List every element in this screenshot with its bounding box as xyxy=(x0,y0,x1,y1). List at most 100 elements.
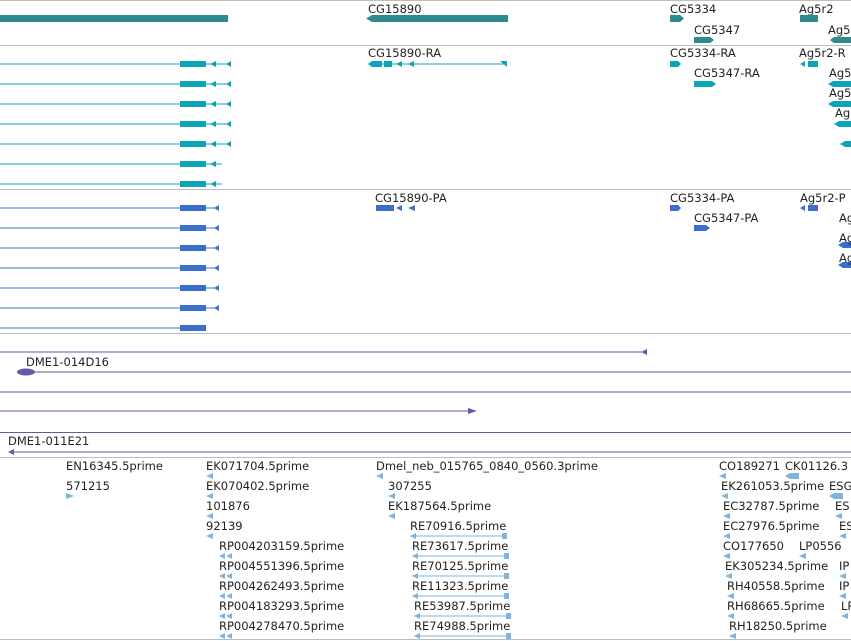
protein-feature[interactable] xyxy=(180,285,206,291)
est-feature[interactable] xyxy=(226,613,232,619)
gene-feature[interactable] xyxy=(366,15,508,22)
protein-feature[interactable] xyxy=(180,245,206,251)
transcript-exon[interactable] xyxy=(226,121,231,127)
gene-feature[interactable] xyxy=(670,15,684,22)
est-feature[interactable] xyxy=(226,593,232,599)
gene-feature[interactable] xyxy=(830,37,851,43)
est-feature[interactable] xyxy=(412,553,418,559)
protein-feature[interactable] xyxy=(408,205,415,211)
est-feature[interactable] xyxy=(66,493,74,499)
transcript-exon[interactable] xyxy=(210,101,216,107)
transcript-exon[interactable] xyxy=(840,141,851,147)
transcript-exon[interactable] xyxy=(226,81,231,87)
transcript-exon[interactable] xyxy=(180,161,206,167)
protein-feature[interactable] xyxy=(838,262,851,268)
protein-feature[interactable] xyxy=(214,285,219,291)
est-feature[interactable] xyxy=(206,493,213,499)
transcript-exon[interactable] xyxy=(800,61,805,67)
est-feature[interactable] xyxy=(219,593,225,599)
est-feature[interactable] xyxy=(504,593,509,599)
transcript-exon[interactable] xyxy=(396,61,402,67)
est-feature[interactable] xyxy=(829,493,843,499)
gene-feature[interactable] xyxy=(694,37,714,43)
est-feature[interactable] xyxy=(206,533,213,539)
est-feature[interactable] xyxy=(719,473,726,479)
protein-feature[interactable] xyxy=(376,205,394,211)
est-feature[interactable] xyxy=(226,573,232,579)
transcript-exon[interactable] xyxy=(180,61,206,67)
est-feature[interactable] xyxy=(723,513,730,519)
est-feature[interactable] xyxy=(504,573,509,579)
est-feature[interactable] xyxy=(723,553,730,559)
est-feature[interactable] xyxy=(506,613,511,619)
transcript-exon[interactable] xyxy=(368,61,382,67)
est-feature[interactable] xyxy=(219,553,225,559)
est-feature[interactable] xyxy=(410,533,416,539)
transcript-exon[interactable] xyxy=(808,61,818,67)
est-feature[interactable] xyxy=(729,633,736,639)
protein-feature[interactable] xyxy=(214,305,219,311)
transcript-exon[interactable] xyxy=(180,101,206,107)
est-feature[interactable] xyxy=(839,533,846,539)
protein-feature[interactable] xyxy=(180,325,206,331)
est-feature[interactable] xyxy=(414,633,420,639)
est-feature[interactable] xyxy=(727,593,734,599)
protein-feature[interactable] xyxy=(808,205,818,211)
est-feature[interactable] xyxy=(206,473,213,479)
transcript-exon[interactable] xyxy=(210,161,216,167)
transcript-exon[interactable] xyxy=(500,61,507,67)
gene-feature[interactable] xyxy=(0,15,228,22)
protein-feature[interactable] xyxy=(694,225,710,231)
transcript-exon[interactable] xyxy=(226,141,231,147)
transcript-exon[interactable] xyxy=(694,81,716,87)
transcript-exon[interactable] xyxy=(180,181,206,187)
est-feature[interactable] xyxy=(219,613,225,619)
transcript-exon[interactable] xyxy=(670,61,681,67)
transcript-exon[interactable] xyxy=(210,181,216,187)
transcript-exon[interactable] xyxy=(408,61,414,67)
transcript-exon[interactable] xyxy=(834,121,851,127)
gene-feature[interactable] xyxy=(800,15,818,22)
protein-feature[interactable] xyxy=(838,242,851,248)
est-feature[interactable] xyxy=(839,573,846,579)
est-feature[interactable] xyxy=(504,553,509,559)
protein-feature[interactable] xyxy=(214,225,219,231)
transcript-exon[interactable] xyxy=(210,141,216,147)
est-feature[interactable] xyxy=(412,573,418,579)
protein-feature[interactable] xyxy=(670,205,681,211)
protein-feature[interactable] xyxy=(396,205,402,211)
transcript-exon[interactable] xyxy=(828,81,851,87)
transcript-exon[interactable] xyxy=(180,121,206,127)
est-feature[interactable] xyxy=(412,593,418,599)
est-feature[interactable] xyxy=(226,633,232,639)
transcript-exon[interactable] xyxy=(210,121,216,127)
transcript-exon[interactable] xyxy=(210,61,216,67)
est-feature[interactable] xyxy=(506,633,511,639)
est-feature[interactable] xyxy=(727,613,734,619)
est-feature[interactable] xyxy=(376,473,383,479)
est-feature[interactable] xyxy=(835,513,842,519)
transcript-exon[interactable] xyxy=(226,101,231,107)
est-feature[interactable] xyxy=(226,553,232,559)
est-feature[interactable] xyxy=(839,593,846,599)
est-feature[interactable] xyxy=(787,473,798,479)
est-feature[interactable] xyxy=(723,533,730,539)
protein-feature[interactable] xyxy=(180,205,206,211)
protein-feature[interactable] xyxy=(214,245,219,251)
transcript-exon[interactable] xyxy=(226,61,231,67)
est-feature[interactable] xyxy=(206,513,213,519)
est-feature[interactable] xyxy=(721,493,728,499)
est-feature[interactable] xyxy=(219,633,225,639)
protein-feature[interactable] xyxy=(180,225,206,231)
est-feature[interactable] xyxy=(725,573,732,579)
protein-feature[interactable] xyxy=(180,305,206,311)
protein-feature[interactable] xyxy=(800,205,805,211)
transcript-exon[interactable] xyxy=(210,81,216,87)
est-feature[interactable] xyxy=(219,573,225,579)
transcript-exon[interactable] xyxy=(384,61,392,67)
protein-feature[interactable] xyxy=(214,205,219,211)
est-feature[interactable] xyxy=(799,553,806,559)
transcript-exon[interactable] xyxy=(180,141,206,147)
